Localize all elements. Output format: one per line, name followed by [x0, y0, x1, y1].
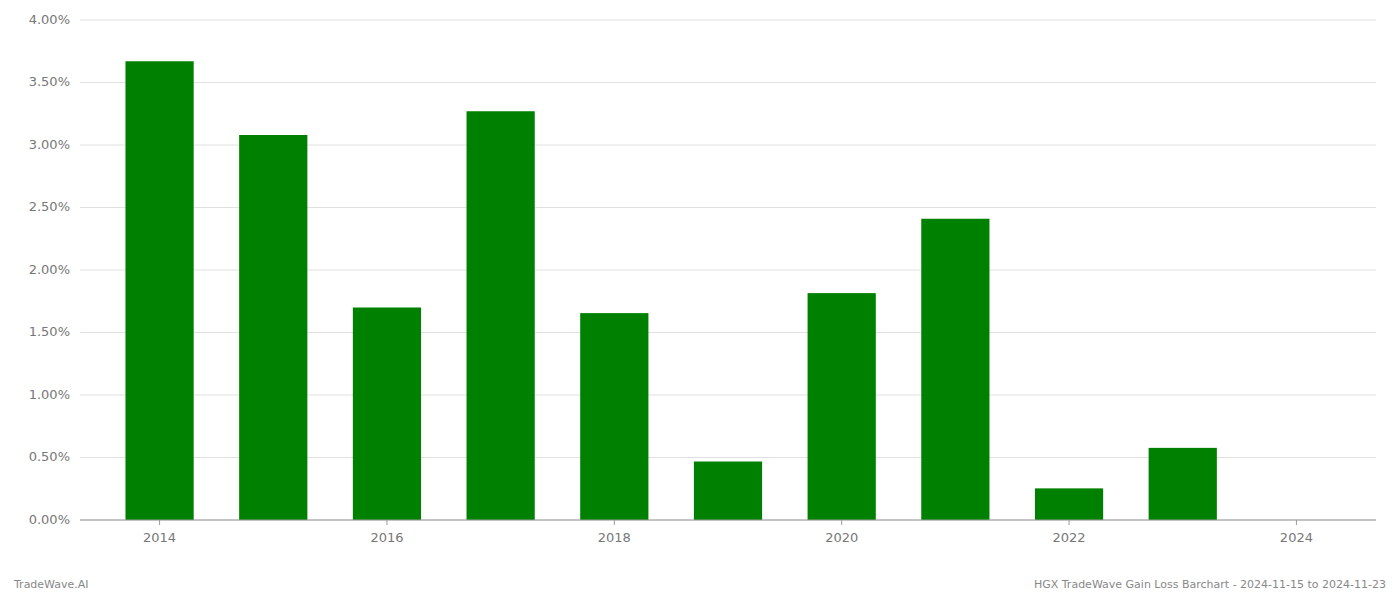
x-tick-label: 2024 [1280, 530, 1313, 545]
bar [467, 111, 535, 520]
bar [580, 313, 648, 520]
bar [694, 462, 762, 521]
x-tick-label: 2018 [598, 530, 631, 545]
bar [353, 308, 421, 521]
y-tick-label: 1.00% [29, 387, 70, 402]
x-tick-labels: 2014 2016 2018 2020 2022 2024 [143, 520, 1313, 545]
x-tick [1069, 520, 1070, 525]
background [0, 0, 1400, 600]
bar [1035, 488, 1103, 520]
footer-text: TradeWave.AI [13, 578, 89, 591]
y-tick-label: 0.50% [29, 449, 70, 464]
y-tick-label: 2.50% [29, 199, 70, 214]
y-tick-label: 2.00% [29, 262, 70, 277]
x-tick [841, 520, 842, 525]
y-grid [80, 20, 1376, 520]
bar [125, 61, 193, 520]
x-tick-label: 2020 [825, 530, 858, 545]
bars [125, 61, 1216, 520]
grid-line [80, 82, 1376, 83]
bar [921, 219, 989, 520]
grid-line [80, 20, 1376, 21]
y-tick-label: 0.00% [29, 512, 70, 527]
y-tick-label: 3.50% [29, 74, 70, 89]
bar [239, 135, 307, 520]
bar [1149, 448, 1217, 520]
x-tick [614, 520, 615, 525]
x-tick-label: 2022 [1053, 530, 1086, 545]
y-tick-label: 1.50% [29, 324, 70, 339]
x-tick-label: 2014 [143, 530, 176, 545]
x-axis-line [80, 520, 1376, 521]
y-tick-label: 4.00% [29, 12, 70, 27]
x-tick [386, 520, 387, 525]
footer-text: HGX TradeWave Gain Loss Barchart - 2024-… [1034, 578, 1386, 591]
chart: 0.00% 0.50% 1.00% 1.50% 2.00% 2.50% 3.00% 3.50%… [0, 0, 1400, 600]
footer: TradeWave.AI HGX TradeWave Gain Loss Barc… [13, 578, 1386, 591]
bar [808, 293, 876, 520]
y-tick-labels: 0.00% 0.50% 1.00% 1.50% 2.00% 2.50% 3.00% 3.50%… [29, 12, 70, 527]
grid-line [80, 520, 1376, 521]
x-tick [159, 520, 160, 525]
x-tick-label: 2016 [370, 530, 403, 545]
x-tick [1296, 520, 1297, 525]
y-tick-label: 3.00% [29, 137, 70, 152]
